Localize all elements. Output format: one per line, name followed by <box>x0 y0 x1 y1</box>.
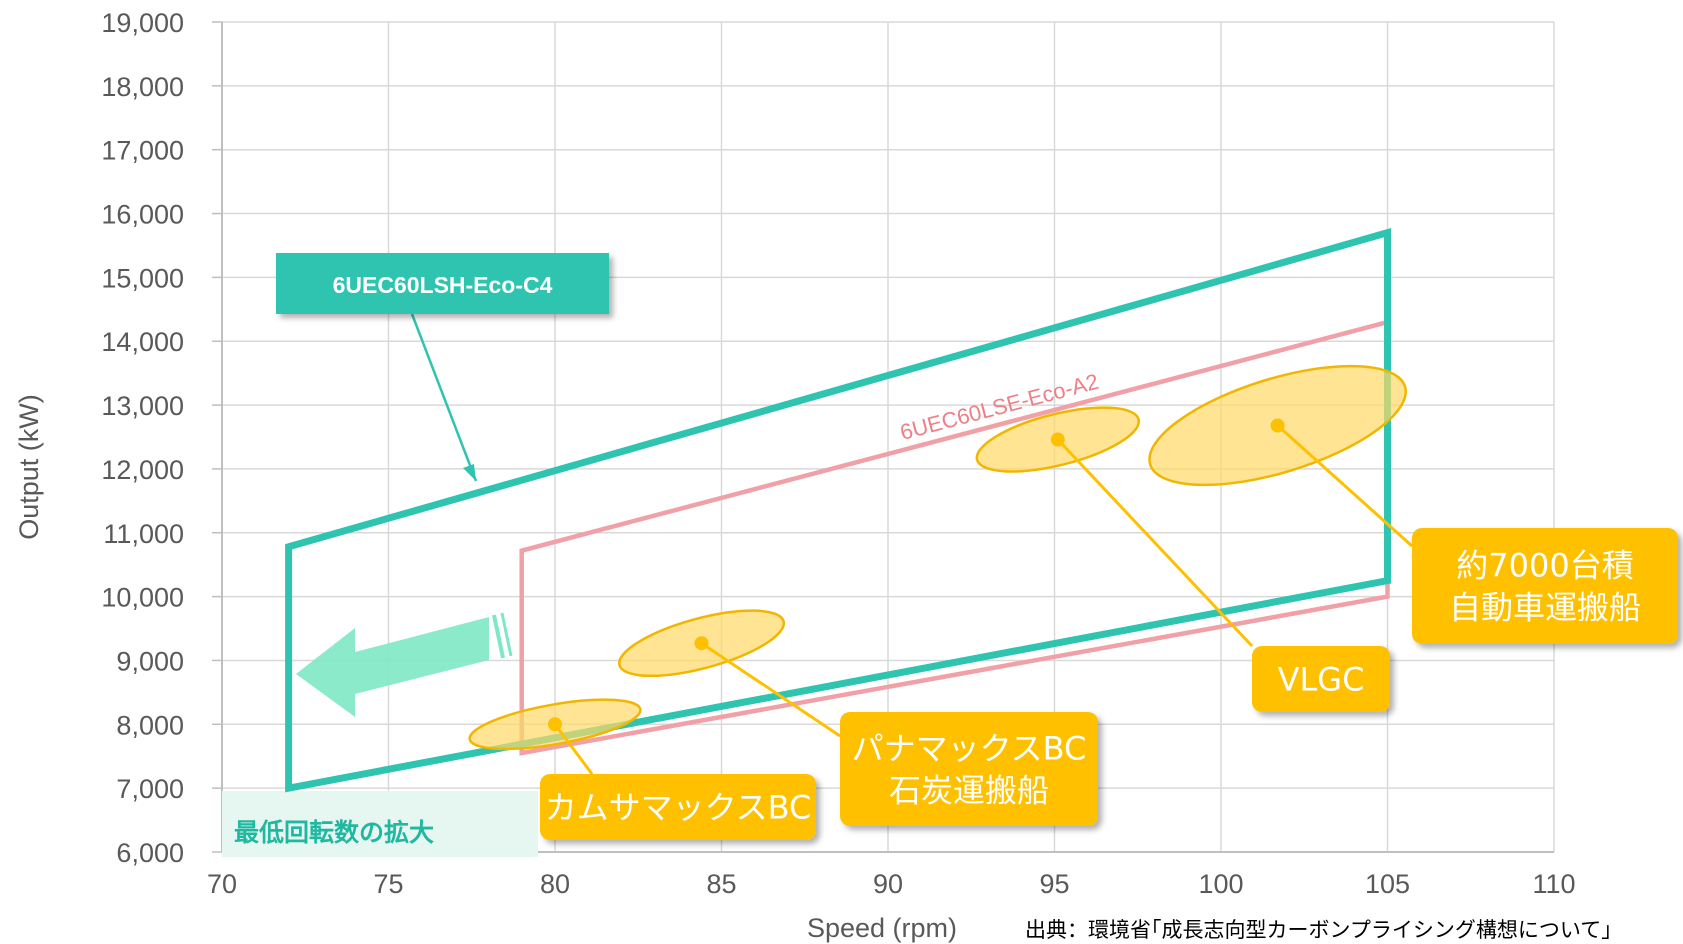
lsh-label-text: 6UEC60LSH-Eco-C4 <box>333 272 553 298</box>
callout-panamax-bc-box <box>840 712 1098 826</box>
arrow-tail-stripe <box>500 612 513 657</box>
x-tick-label: 80 <box>540 869 570 899</box>
y-tick-label: 18,000 <box>101 72 184 102</box>
callout-kamsarmax-bc-text: カムサマックスBC <box>545 789 812 827</box>
lsh-label-leader <box>410 313 478 482</box>
y-tick-label: 15,000 <box>101 263 184 293</box>
lsh-label-box <box>276 253 609 314</box>
callout-kamsarmax-bc-leader <box>553 723 594 775</box>
y-tick-label: 16,000 <box>101 200 184 230</box>
callout-leaders <box>410 313 1414 775</box>
min-speed-arrow <box>296 612 513 717</box>
arrow-tail-stripe <box>492 614 505 659</box>
y-tick-label: 14,000 <box>101 327 184 357</box>
engine-envelopes: 6UEC60LSE-Eco-A2 <box>285 228 1391 793</box>
x-tick-label: 85 <box>706 869 736 899</box>
callout-kamsarmax-bc-box <box>540 774 816 840</box>
callout-vlgc-text: VLGC <box>1278 661 1365 699</box>
left-arrow-icon <box>296 617 489 717</box>
callout-panamax-bc-text: 石炭運搬船 <box>889 772 1049 810</box>
callout-panamax-bc-text: パナマックスBC <box>852 730 1087 768</box>
y-tick-label: 11,000 <box>103 519 184 549</box>
callout-vlgc-leader <box>1056 438 1254 648</box>
x-tick-label: 110 <box>1532 869 1575 899</box>
banner-background <box>222 791 538 857</box>
y-tick-label: 8,000 <box>116 710 184 740</box>
envelope-lsh-eco-c4 <box>285 228 1391 793</box>
y-tick-label: 17,000 <box>101 136 184 166</box>
callout-car-carrier-leader <box>1276 424 1414 548</box>
y-tick-label: 7,000 <box>116 774 184 804</box>
axis-tick-labels: 70 75 80 85 90 95 100 105 110 6,000 7,000 8,000 9,00… <box>101 8 1575 899</box>
callouts: 6UEC60LSH-Eco-C4 カムサマックスBC パナマックスBC 石炭運搬船 VL… <box>276 253 1678 840</box>
x-tick-label: 105 <box>1365 869 1410 899</box>
callout-car-carrier-box <box>1412 528 1678 644</box>
x-tick-label: 70 <box>207 869 237 899</box>
callout-panamax-bc-leader <box>700 641 841 738</box>
y-tick-label: 19,000 <box>101 8 184 38</box>
callout-car-carrier-text: 自動車運搬船 <box>1449 589 1641 627</box>
y-tick-label: 9,000 <box>116 646 184 676</box>
x-tick-label: 100 <box>1198 869 1243 899</box>
y-axis-title: Output (kW) <box>14 394 44 540</box>
lsh-label-arrowhead <box>463 464 476 481</box>
source-note: 出典：環境省｢成長志向型カーボンプライシング構想について｣ <box>1025 918 1612 942</box>
callout-car-carrier-text: 約7000台積 <box>1456 547 1633 585</box>
min-speed-banner: 最低回転数の拡大 <box>222 791 538 857</box>
callout-vlgc-box <box>1252 646 1390 712</box>
y-tick-label: 10,000 <box>101 583 184 613</box>
y-tick-label: 6,000 <box>116 838 184 868</box>
x-tick-label: 95 <box>1039 869 1069 899</box>
x-tick-label: 90 <box>873 869 903 899</box>
y-tick-label: 13,000 <box>101 391 184 421</box>
y-tick-label: 12,000 <box>101 455 184 485</box>
x-tick-label: 75 <box>373 869 403 899</box>
banner-text: 最低回転数の拡大 <box>234 818 434 847</box>
x-axis-title: Speed (rpm) <box>807 913 957 943</box>
